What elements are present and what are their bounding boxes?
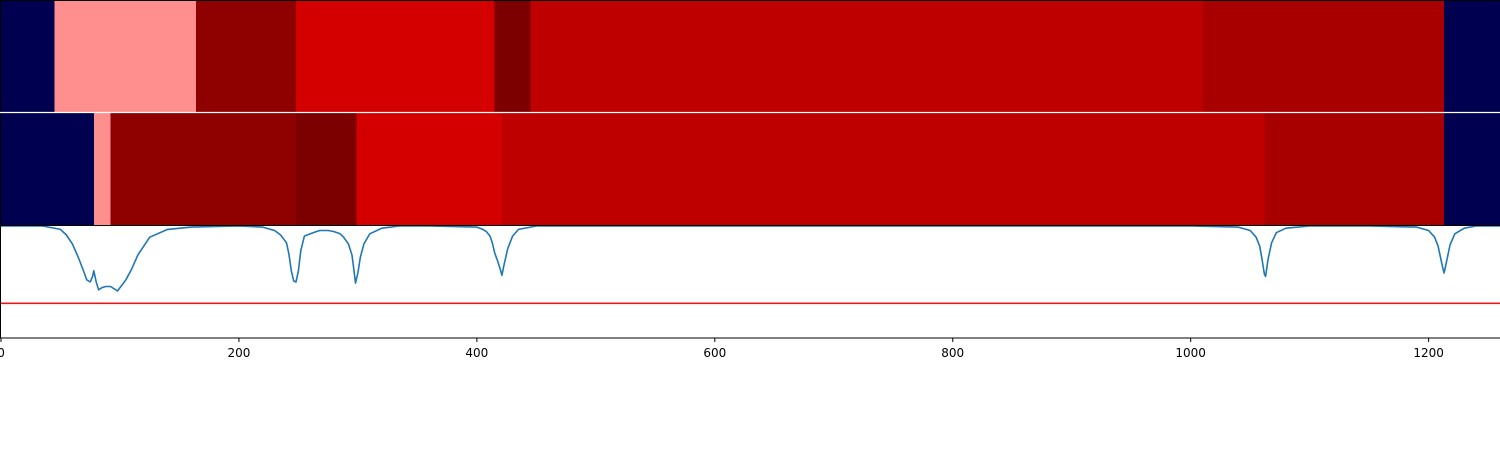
heatmap-segment-2-2: [93, 113, 111, 225]
heatmap-segment-2-5: [356, 113, 502, 225]
series-line-1: [1, 225, 1500, 292]
plot-frame: [0, 0, 1500, 339]
line-plot-background: [0, 226, 1500, 338]
heatmap-band-1: [1, 1, 1500, 112]
heatmap-band-2: [1, 113, 1500, 225]
heatmap-segment-2-6: [501, 113, 1265, 225]
x-tick-label-1200: 1200: [1413, 346, 1444, 360]
heatmap-segment-1-4: [296, 1, 495, 112]
x-tick-label-1000: 1000: [1175, 346, 1206, 360]
heatmap-segment-2-4: [296, 113, 357, 225]
heatmap-segment-2-8: [1444, 113, 1500, 225]
x-tick-label-200: 200: [227, 346, 250, 360]
heatmap-segment-2-1: [1, 113, 94, 225]
x-tick-label-0: 0: [0, 346, 5, 360]
heatmap-segment-1-1: [1, 1, 55, 112]
heatmap-segment-1-6: [530, 1, 1203, 112]
x-tick-label-600: 600: [703, 346, 726, 360]
heatmap-segment-1-2: [54, 1, 197, 112]
x-tick-label-800: 800: [941, 346, 964, 360]
heatmap-segment-2-7: [1264, 113, 1445, 225]
heatmap-segment-1-3: [196, 1, 297, 112]
heatmap-segment-2-3: [110, 113, 297, 225]
heatmap-segment-1-7: [1202, 1, 1445, 112]
x-tick-label-400: 400: [465, 346, 488, 360]
heatmap-segment-1-8: [1444, 1, 1500, 112]
heatmap-segment-1-5: [494, 1, 531, 112]
